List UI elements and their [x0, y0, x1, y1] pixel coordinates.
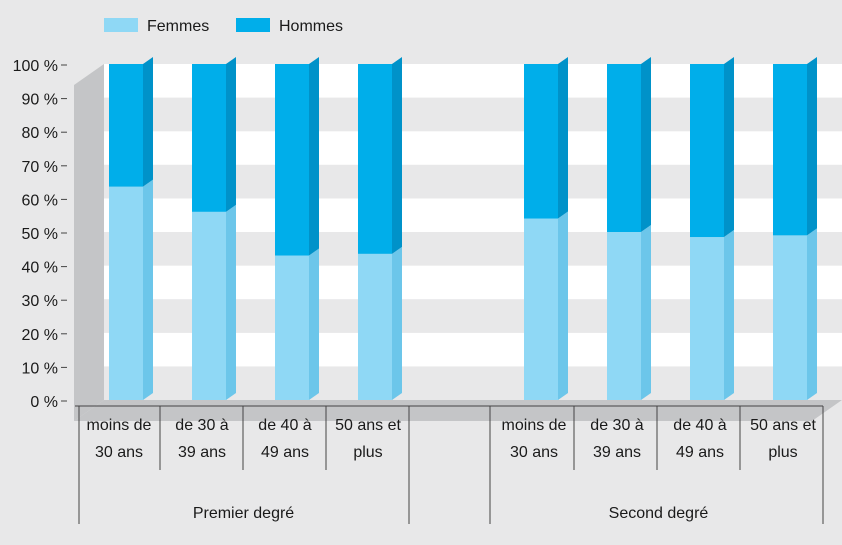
y-tick-label: 10 %	[22, 360, 58, 377]
bar-hommes-side	[226, 57, 236, 212]
bar-femmes	[773, 235, 807, 400]
bar-femmes	[192, 211, 226, 400]
bar-femmes	[275, 255, 309, 400]
bar-hommes-side	[724, 57, 734, 238]
y-tick-label: 0 %	[30, 394, 58, 411]
y-tick-label: 30 %	[22, 293, 58, 310]
y-tick-label: 90 %	[22, 92, 58, 109]
bar-femmes-side	[226, 204, 236, 400]
category-label: 50 ans et	[750, 417, 816, 434]
bar-hommes	[109, 64, 143, 187]
bar-hommes	[524, 64, 558, 219]
category-label: 49 ans	[676, 444, 724, 461]
bar-hommes-side	[641, 57, 651, 232]
bar-femmes	[524, 218, 558, 400]
bar-femmes	[607, 232, 641, 400]
bar-hommes-side	[558, 57, 568, 219]
bar-hommes	[358, 64, 392, 254]
category-label: de 30 à	[590, 417, 643, 434]
bar-femmes	[690, 237, 724, 400]
y-tick-label: 70 %	[22, 159, 58, 176]
bar-hommes	[192, 64, 226, 212]
category-label: 50 ans et	[335, 417, 401, 434]
category-label: 39 ans	[178, 444, 226, 461]
category-label: de 30 à	[175, 417, 228, 434]
group-label: Second degré	[609, 505, 709, 522]
group-label: Premier degré	[193, 505, 294, 522]
y-tick-label: 20 %	[22, 327, 58, 344]
bar-femmes-side	[309, 248, 319, 400]
bar-femmes-side	[558, 211, 568, 400]
bar-hommes	[773, 64, 807, 236]
legend-swatch	[104, 18, 138, 32]
bar-femmes-side	[641, 225, 651, 400]
y-tick-label: 60 %	[22, 192, 58, 209]
y-tick-label: 50 %	[22, 226, 58, 243]
bar-femmes-side	[392, 246, 402, 400]
bar-femmes-side	[143, 179, 153, 400]
category-label: 39 ans	[593, 444, 641, 461]
category-label: de 40 à	[258, 417, 311, 434]
category-label: plus	[353, 444, 382, 461]
bar-femmes	[358, 253, 392, 400]
category-label: 30 ans	[95, 444, 143, 461]
bar-hommes	[690, 64, 724, 238]
bar-femmes	[109, 186, 143, 400]
category-label: moins de	[87, 417, 152, 434]
bar-hommes	[607, 64, 641, 232]
category-label: moins de	[502, 417, 567, 434]
bar-hommes-side	[392, 57, 402, 254]
legend-label: Hommes	[279, 18, 343, 35]
bar-hommes-side	[143, 57, 153, 187]
legend-swatch	[236, 18, 270, 32]
category-label: de 40 à	[673, 417, 726, 434]
y-tick-label: 40 %	[22, 260, 58, 277]
y-tick-label: 80 %	[22, 125, 58, 142]
y-tick-label: 100 %	[13, 58, 58, 75]
category-label: plus	[768, 444, 797, 461]
bar-hommes-side	[309, 57, 319, 256]
bar-hommes-side	[807, 57, 817, 236]
plot-floor	[74, 400, 842, 421]
bar-femmes-side	[724, 230, 734, 400]
bar-hommes	[275, 64, 309, 256]
bar-femmes-side	[807, 228, 817, 400]
legend-label: Femmes	[147, 18, 209, 35]
plot-side-wall	[74, 64, 104, 421]
category-label: 30 ans	[510, 444, 558, 461]
category-label: 49 ans	[261, 444, 309, 461]
